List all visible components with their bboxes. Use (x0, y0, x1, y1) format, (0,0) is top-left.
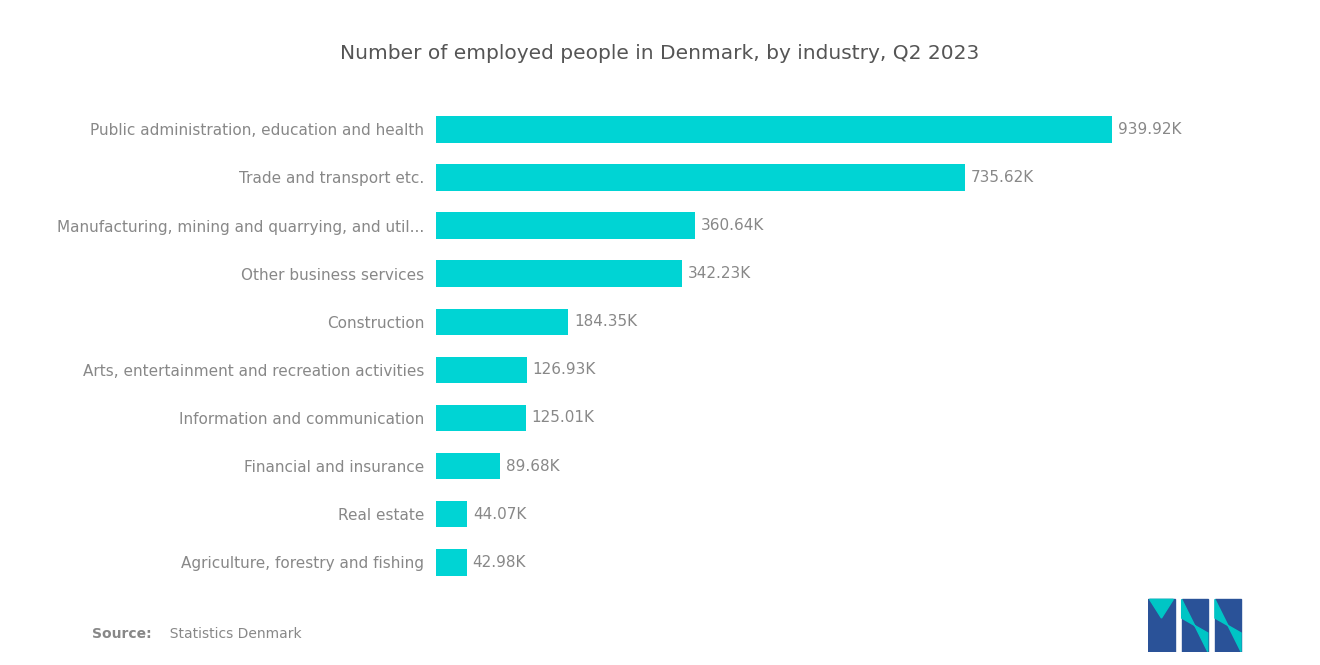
Text: Number of employed people in Denmark, by industry, Q2 2023: Number of employed people in Denmark, by… (341, 44, 979, 63)
Text: 126.93K: 126.93K (533, 362, 597, 377)
Polygon shape (1181, 599, 1208, 652)
Text: Statistics Denmark: Statistics Denmark (161, 627, 302, 642)
Bar (436, 501, 467, 527)
Bar (436, 405, 525, 431)
Text: 735.62K: 735.62K (972, 170, 1035, 185)
Text: 44.07K: 44.07K (473, 507, 527, 521)
Text: 939.92K: 939.92K (1118, 122, 1181, 137)
Bar (436, 549, 466, 575)
Text: 125.01K: 125.01K (532, 410, 594, 426)
Text: 184.35K: 184.35K (574, 315, 638, 329)
Text: 342.23K: 342.23K (688, 266, 751, 281)
Polygon shape (1214, 599, 1241, 652)
Text: Source:: Source: (92, 627, 152, 642)
Text: 42.98K: 42.98K (473, 555, 525, 570)
Polygon shape (1181, 599, 1208, 652)
Polygon shape (1214, 599, 1241, 652)
Bar (436, 453, 500, 479)
Bar (436, 116, 1113, 142)
Polygon shape (1148, 599, 1175, 652)
Text: 360.64K: 360.64K (701, 218, 764, 233)
Bar (436, 212, 696, 239)
Bar (436, 261, 682, 287)
Text: 89.68K: 89.68K (506, 459, 560, 473)
Polygon shape (1150, 599, 1173, 618)
Bar (436, 309, 569, 335)
Bar (436, 164, 965, 191)
Bar (436, 356, 527, 383)
